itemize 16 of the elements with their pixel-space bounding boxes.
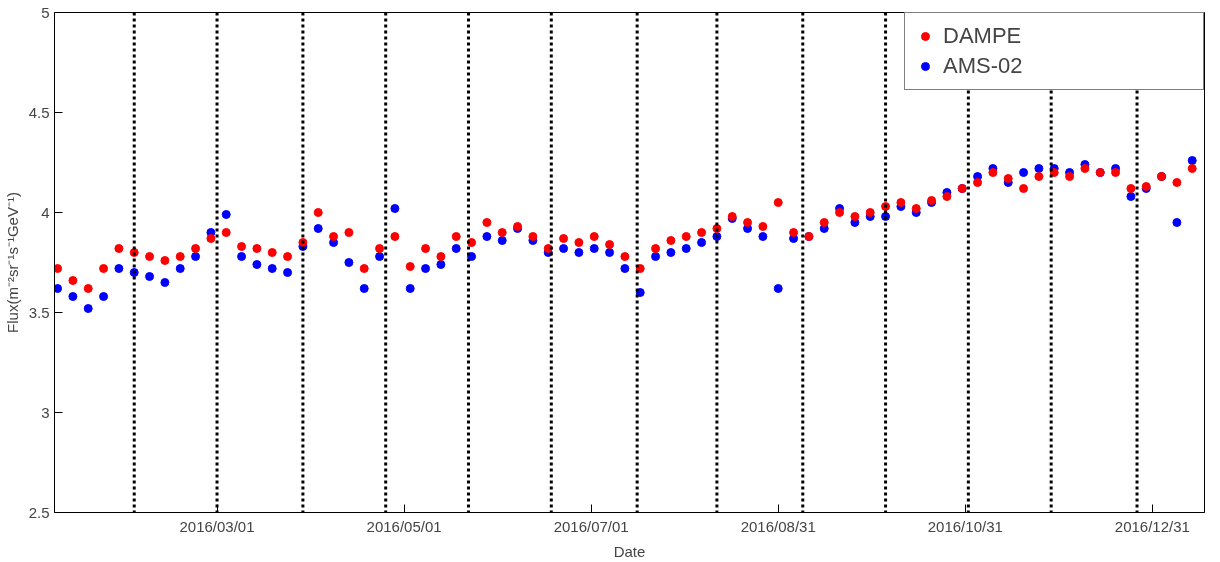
x-tick-label: 2016/10/31 xyxy=(927,517,1003,535)
x-axis-title: Date xyxy=(613,542,646,560)
y-tick-label: 2.5 xyxy=(28,503,50,521)
x-tick-label: 2016/07/01 xyxy=(553,517,629,535)
y-tick-label: 3.5 xyxy=(28,303,50,321)
x-tick-label: 2016/05/01 xyxy=(366,517,442,535)
y-tick-label: 4.5 xyxy=(28,103,50,121)
y-tick-label: 4 xyxy=(41,203,50,221)
y-tick-label: 3 xyxy=(41,403,50,421)
legend-label: AMS-02 xyxy=(943,53,1024,79)
y-axis-title: Flux(m⁻²sr⁻¹s⁻¹GeV⁻¹) xyxy=(3,192,21,333)
x-tick-label: 2016/08/31 xyxy=(740,517,816,535)
y-tick-label: 5 xyxy=(41,3,50,21)
x-tick-label: 2016/12/31 xyxy=(1114,517,1190,535)
x-tick-label: 2016/03/01 xyxy=(179,517,255,535)
legend-label: DAMPE xyxy=(943,23,1023,49)
